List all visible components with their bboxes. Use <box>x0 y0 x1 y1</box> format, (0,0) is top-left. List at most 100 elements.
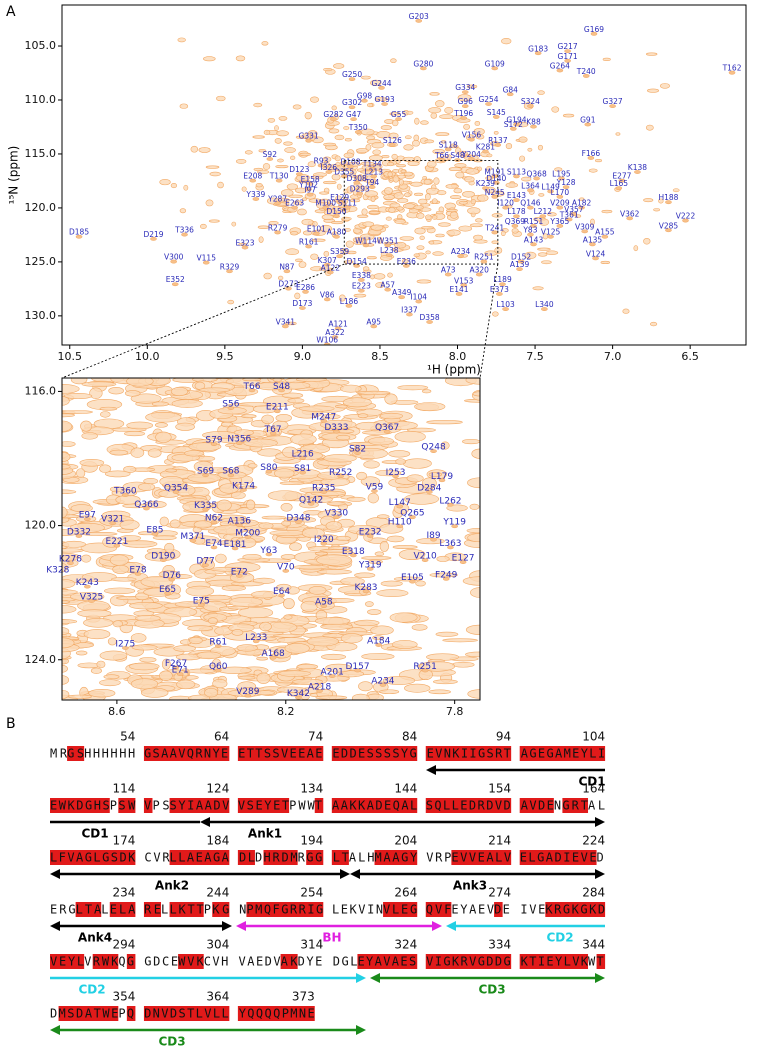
contour <box>387 171 393 178</box>
assigned-highlight <box>545 902 606 917</box>
sequence-segment: L <box>101 903 108 917</box>
peak-label: T94 <box>364 178 379 187</box>
contour <box>284 642 310 654</box>
x-tick-label: 6.5 <box>681 350 699 363</box>
domain-label: CD3 <box>158 1035 185 1049</box>
peak <box>248 388 256 393</box>
peak-label: D108 <box>340 158 360 167</box>
peak-label: G84 <box>503 85 519 94</box>
contour <box>445 183 459 189</box>
contour <box>235 55 246 62</box>
peak <box>589 242 596 247</box>
peak <box>336 200 343 205</box>
contour <box>80 420 93 432</box>
contour <box>272 378 282 382</box>
contour <box>253 167 264 171</box>
contour <box>294 292 301 300</box>
x-axis-label: ¹H (ppm) <box>427 363 481 377</box>
sequence-segment: RWK <box>93 955 119 969</box>
peak <box>371 489 378 493</box>
peak-label: S172 <box>504 120 523 129</box>
contour <box>242 553 262 561</box>
contour <box>196 651 222 660</box>
contour <box>501 37 512 45</box>
contour <box>336 165 345 172</box>
contour <box>384 393 398 405</box>
sequence-segment: LFVAGLGSDK <box>50 851 136 865</box>
peak <box>468 137 475 142</box>
peak <box>176 672 184 677</box>
contour <box>315 695 348 700</box>
sequence-segment: G <box>127 955 134 969</box>
contour <box>494 246 503 254</box>
contour <box>368 437 394 446</box>
peak-label: Y128 <box>556 178 576 187</box>
contour <box>387 272 393 278</box>
peak-label: R251 <box>413 662 436 672</box>
contour <box>122 503 150 509</box>
residue-number: 114 <box>112 782 135 796</box>
contour <box>349 198 361 203</box>
contour <box>131 644 158 651</box>
contour <box>62 658 69 665</box>
peak-label: G203 <box>409 12 429 21</box>
sequence-segment: WVK <box>178 955 204 969</box>
peak-label: F249 <box>435 570 458 580</box>
contour <box>354 619 380 627</box>
peak-label: S80 <box>260 463 277 473</box>
peak <box>202 507 209 512</box>
arrow-head <box>370 973 380 983</box>
contour <box>212 678 228 689</box>
contour <box>276 686 307 694</box>
peak-label: A122 <box>321 263 341 272</box>
residue-number: 264 <box>394 886 417 900</box>
contour <box>419 661 456 672</box>
peak-label: G244 <box>371 79 391 88</box>
contour <box>465 168 480 175</box>
contour <box>159 670 173 681</box>
contour <box>370 224 384 231</box>
contour <box>276 583 292 591</box>
contour <box>203 594 232 601</box>
contour <box>187 625 214 632</box>
contour <box>75 650 88 656</box>
assigned-highlight <box>519 954 589 969</box>
arrow-head <box>356 973 366 983</box>
contour <box>457 94 472 102</box>
sequence-segment: VLEG <box>383 903 417 917</box>
contour <box>170 182 178 189</box>
contour <box>319 419 357 430</box>
contour <box>83 618 114 628</box>
peak <box>295 520 302 525</box>
peak-label: T241 <box>484 223 504 232</box>
assigned-highlight <box>331 850 349 865</box>
contour <box>299 152 311 156</box>
peak <box>252 639 260 644</box>
peak <box>392 474 399 479</box>
peak-label: S113 <box>507 167 526 176</box>
contour <box>435 132 450 137</box>
contour <box>366 135 376 140</box>
peak-label: L103 <box>496 300 515 309</box>
contour <box>126 421 154 430</box>
peak-label: S126 <box>383 136 402 145</box>
peak-label: V86 <box>320 290 335 299</box>
residue-number: 284 <box>582 886 605 900</box>
peak-label: Q368 <box>527 169 547 178</box>
peak <box>143 506 150 511</box>
peak <box>516 267 523 272</box>
contour <box>461 438 480 445</box>
peak-label: Y83 <box>522 226 537 235</box>
peak <box>320 604 328 608</box>
peak <box>533 176 540 181</box>
contour <box>262 163 271 170</box>
spectrum <box>62 378 480 700</box>
contour <box>600 260 611 265</box>
residue-number: 144 <box>394 782 417 796</box>
contour <box>256 672 271 684</box>
contour <box>99 650 128 661</box>
contour <box>369 179 377 183</box>
assigned-highlight <box>331 746 418 761</box>
peak <box>506 92 514 97</box>
peak-label: T66 <box>434 151 449 160</box>
